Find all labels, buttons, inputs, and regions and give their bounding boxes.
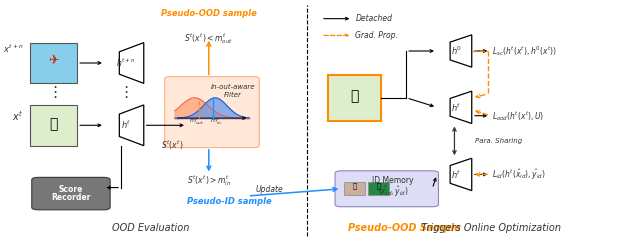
Text: Pseudo-ID sample: Pseudo-ID sample — [187, 197, 271, 206]
Text: ✈: ✈ — [48, 54, 59, 67]
Text: 🐶: 🐶 — [49, 117, 58, 131]
Text: $S^t(x^t) > m^t_{in}$: $S^t(x^t) > m^t_{in}$ — [187, 173, 231, 188]
FancyBboxPatch shape — [328, 75, 381, 120]
Text: In-out-aware
Filter: In-out-aware Filter — [211, 84, 255, 98]
Text: 🐦: 🐦 — [376, 183, 380, 189]
Text: Triggers Online Optimization: Triggers Online Optimization — [418, 223, 561, 233]
Text: $x^{t+n}$: $x^{t+n}$ — [3, 42, 23, 55]
Text: OOD Evaluation: OOD Evaluation — [112, 223, 189, 233]
Text: $S^t(x^t)$: $S^t(x^t)$ — [161, 139, 184, 152]
Text: Detached: Detached — [355, 14, 392, 23]
Text: 🐶: 🐶 — [350, 90, 358, 104]
Text: $h^t$: $h^t$ — [121, 119, 131, 132]
Text: $x^t$: $x^t$ — [12, 109, 23, 123]
FancyBboxPatch shape — [29, 43, 77, 83]
Text: Recorder: Recorder — [51, 193, 91, 202]
Text: $h^t$: $h^t$ — [451, 101, 461, 114]
Text: ⋮: ⋮ — [47, 86, 62, 100]
Text: $L_{ood}(h^t(x^t), U)$: $L_{ood}(h^t(x^t), U)$ — [492, 109, 545, 123]
Text: Pseudo-OOD Sample: Pseudo-OOD Sample — [348, 223, 461, 233]
FancyBboxPatch shape — [29, 105, 77, 146]
Text: $L_{id}(h^t(\hat{x}_{id}), \hat{y}_{id})$: $L_{id}(h^t(\hat{x}_{id}), \hat{y}_{id})… — [492, 167, 546, 182]
Text: Grad. Prop.: Grad. Prop. — [355, 31, 398, 40]
FancyBboxPatch shape — [164, 77, 259, 147]
FancyBboxPatch shape — [368, 182, 389, 195]
Text: 🐶: 🐶 — [353, 183, 356, 189]
Text: ⋮: ⋮ — [118, 86, 133, 100]
Text: $m^t_{out}$: $m^t_{out}$ — [189, 116, 205, 127]
FancyBboxPatch shape — [32, 177, 110, 210]
FancyBboxPatch shape — [344, 182, 365, 195]
Text: Update: Update — [256, 185, 284, 194]
Text: $S^t(x^t) < m^t_{out}$: $S^t(x^t) < m^t_{out}$ — [184, 31, 233, 46]
Text: $h^{t+n}$: $h^{t+n}$ — [116, 57, 136, 69]
Text: $h^0$: $h^0$ — [451, 45, 462, 57]
Text: $h^t$: $h^t$ — [451, 168, 461, 181]
Text: Score: Score — [59, 185, 83, 194]
FancyBboxPatch shape — [335, 171, 438, 207]
Text: ID Memory: ID Memory — [372, 176, 414, 185]
Text: Pseudo-OOD sample: Pseudo-OOD sample — [161, 9, 257, 18]
Text: $L_{sc}(h^t(x^t), h^0(x^t))$: $L_{sc}(h^t(x^t), h^0(x^t))$ — [492, 44, 557, 58]
Text: Para. Sharing: Para. Sharing — [474, 138, 522, 144]
Text: $(\hat{x}_{id}, \hat{y}_{id})$: $(\hat{x}_{id}, \hat{y}_{id})$ — [378, 184, 408, 199]
Text: $m^t_{in}$: $m^t_{in}$ — [210, 116, 221, 127]
